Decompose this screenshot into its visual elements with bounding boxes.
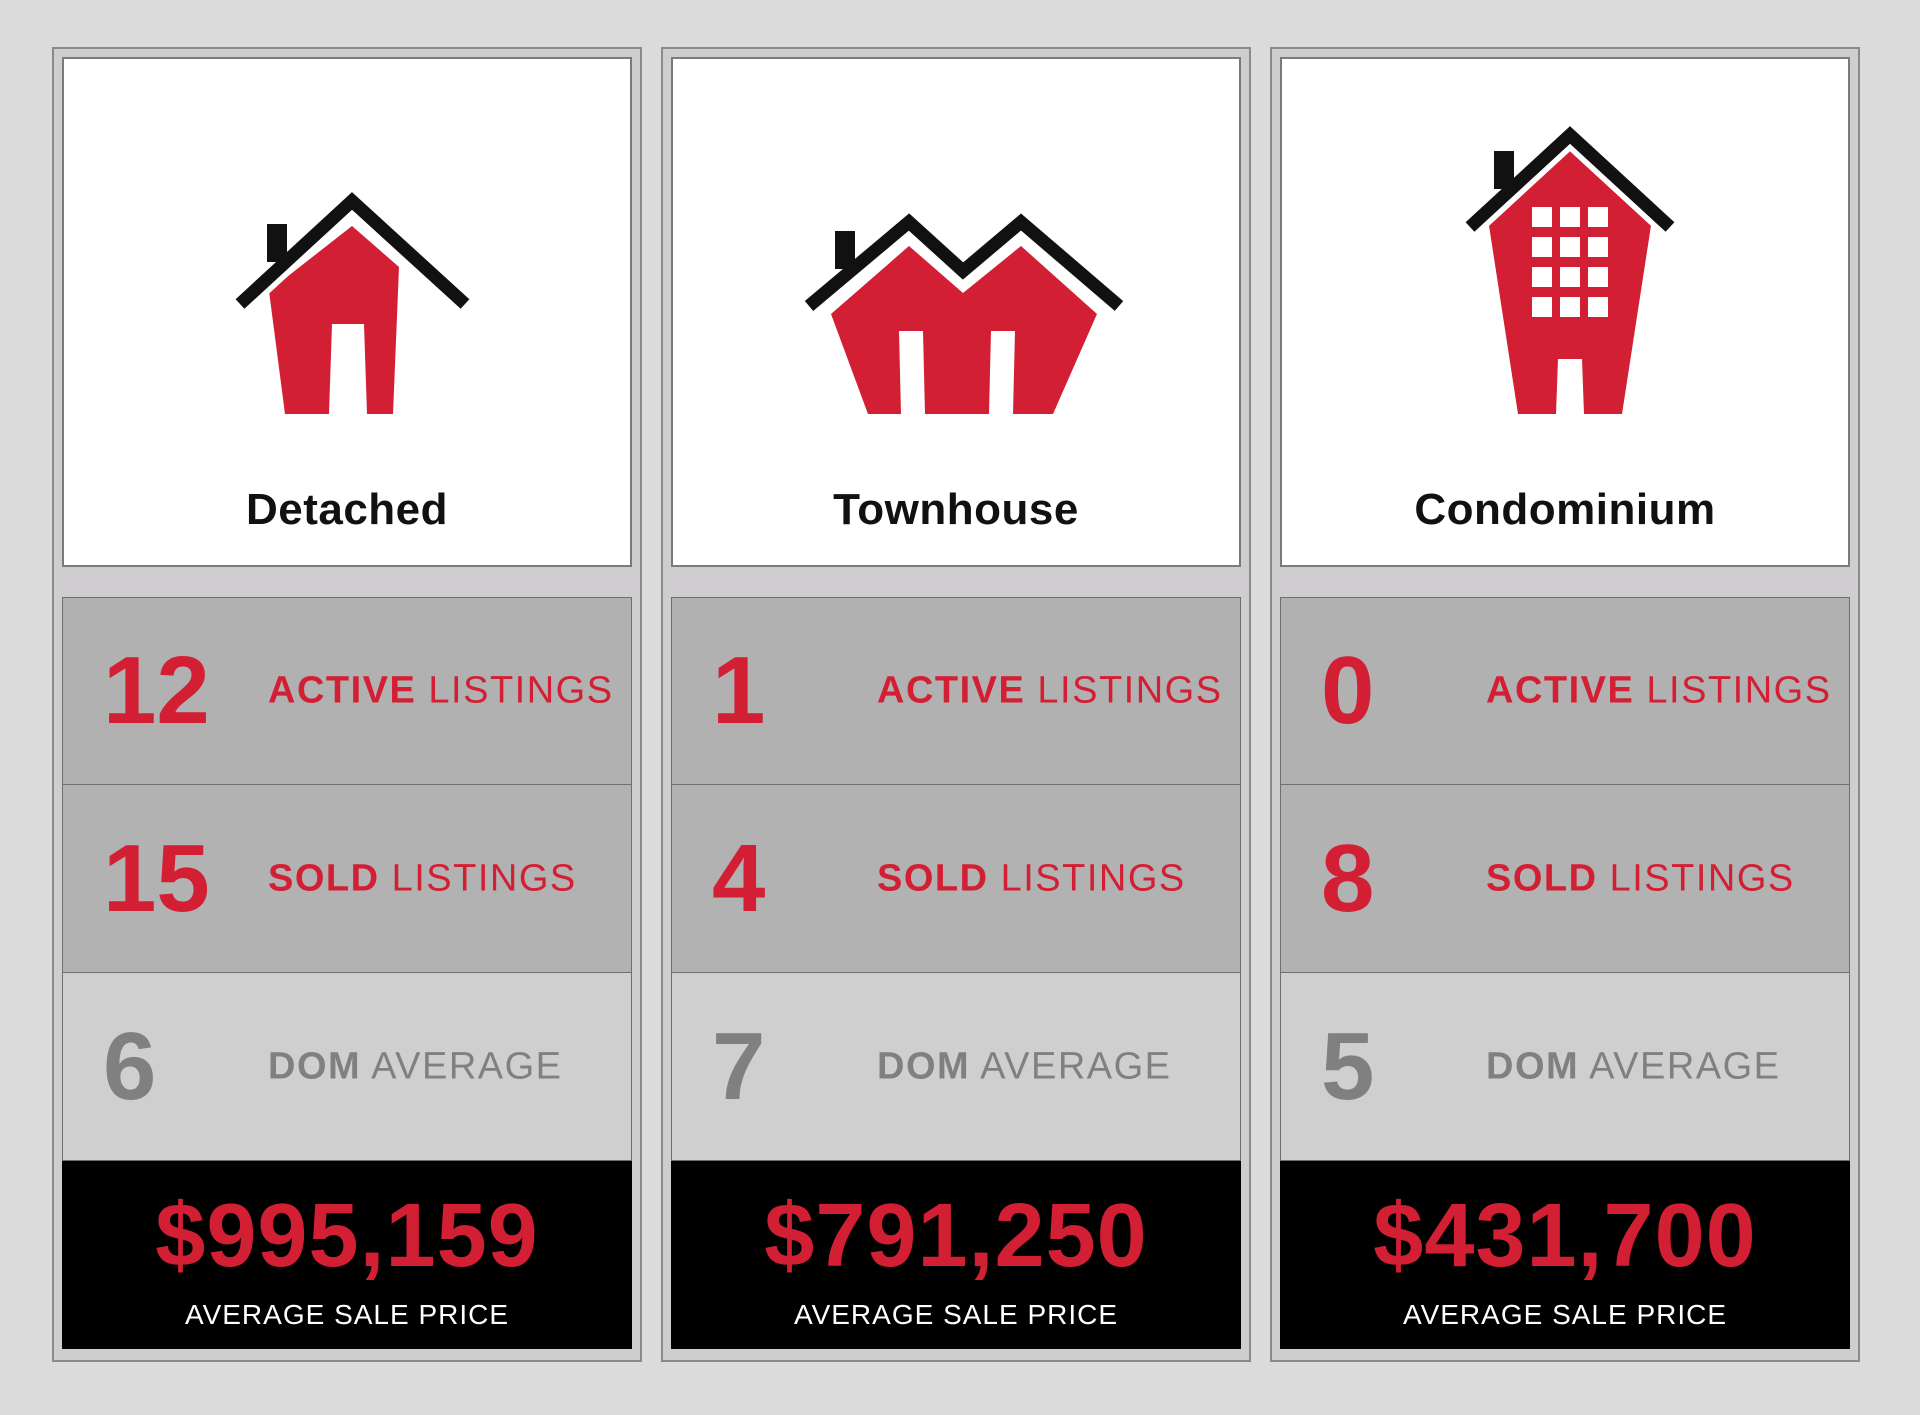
dom-average-row: 7 DOM AVERAGE: [671, 973, 1241, 1161]
icon-panel: Townhouse: [671, 57, 1241, 567]
sold-listings-row: 8 SOLD LISTINGS: [1280, 785, 1850, 973]
detached-house-icon: [231, 184, 474, 414]
property-type-label: Condominium: [1414, 485, 1716, 534]
average-sale-price-label: AVERAGE SALE PRICE: [184, 1299, 510, 1330]
townhouse-icon: [801, 206, 1127, 414]
dom-average-value: 7: [712, 1012, 766, 1120]
active-listings-count: 12: [103, 637, 210, 744]
average-sale-price-label: AVERAGE SALE PRICE: [1402, 1299, 1728, 1330]
dom-average-label: DOM AVERAGE: [1486, 1045, 1781, 1087]
sold-listings-row: 15 SOLD LISTINGS: [62, 785, 632, 973]
average-sale-price-value: $995,159: [155, 1186, 539, 1286]
dom-average-value: 6: [103, 1012, 157, 1120]
property-type-label: Detached: [245, 485, 449, 534]
active-listings-label: ACTIVE LISTINGS: [1486, 669, 1832, 712]
dom-average-row: 5 DOM AVERAGE: [1280, 973, 1850, 1161]
property-card-townhouse: Townhouse 1 ACTIVE LISTINGS 4 SOLD LISTI…: [661, 47, 1251, 1362]
sold-listings-label: SOLD LISTINGS: [1486, 857, 1795, 899]
active-listings-label: ACTIVE LISTINGS: [877, 669, 1223, 712]
dom-average-row: 6 DOM AVERAGE: [62, 973, 632, 1161]
active-listings-label: ACTIVE LISTINGS: [268, 669, 614, 712]
dom-average-label: DOM AVERAGE: [268, 1045, 563, 1087]
active-listings-count: 0: [1321, 637, 1375, 744]
property-card-condominium: Condominium 0 ACTIVE LISTINGS 8 SOLD LIS…: [1270, 47, 1860, 1362]
icon-panel: Detached: [62, 57, 632, 567]
sold-listings-count: 4: [712, 824, 766, 932]
average-sale-price-panel: $431,700 AVERAGE SALE PRICE: [1280, 1161, 1850, 1349]
average-sale-price-value: $791,250: [764, 1186, 1148, 1286]
active-listings-row: 0 ACTIVE LISTINGS: [1280, 597, 1850, 785]
condominium-building-icon: [1461, 118, 1679, 414]
sold-listings-count: 8: [1321, 824, 1375, 932]
average-sale-price-panel: $791,250 AVERAGE SALE PRICE: [671, 1161, 1241, 1349]
active-listings-row: 12 ACTIVE LISTINGS: [62, 597, 632, 785]
sold-listings-label: SOLD LISTINGS: [877, 857, 1186, 899]
sold-listings-label: SOLD LISTINGS: [268, 857, 577, 899]
average-sale-price-panel: $995,159 AVERAGE SALE PRICE: [62, 1161, 632, 1349]
icon-panel: Condominium: [1280, 57, 1850, 567]
average-sale-price-value: $431,700: [1373, 1186, 1757, 1286]
active-listings-row: 1 ACTIVE LISTINGS: [671, 597, 1241, 785]
sold-listings-count: 15: [103, 824, 210, 932]
average-sale-price-label: AVERAGE SALE PRICE: [793, 1299, 1119, 1330]
property-type-label: Townhouse: [833, 485, 1079, 534]
property-card-detached: Detached 12 ACTIVE LISTINGS 15 SOLD LIST…: [52, 47, 642, 1362]
dom-average-value: 5: [1321, 1012, 1375, 1120]
dom-average-label: DOM AVERAGE: [877, 1045, 1172, 1087]
active-listings-count: 1: [712, 637, 766, 744]
sold-listings-row: 4 SOLD LISTINGS: [671, 785, 1241, 973]
